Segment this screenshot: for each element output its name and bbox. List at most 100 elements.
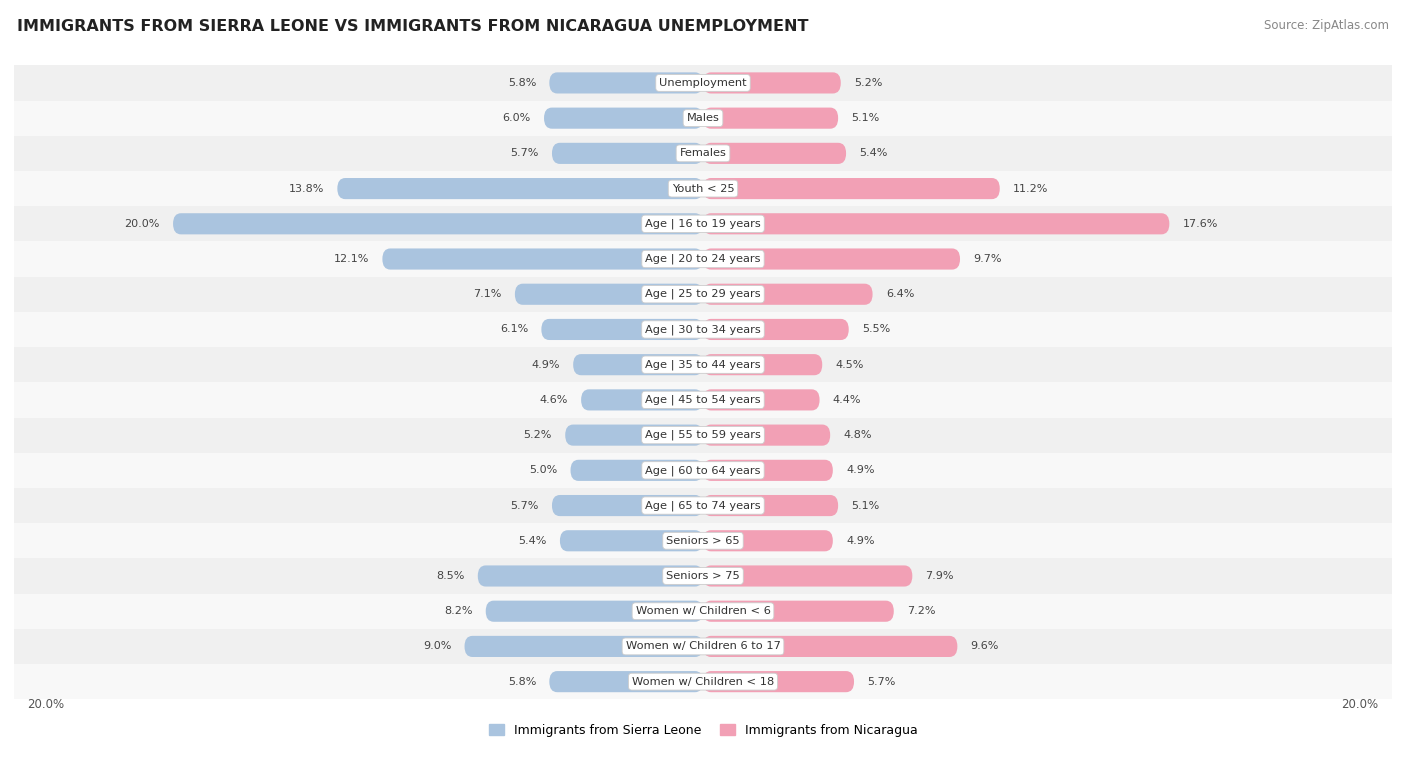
- FancyBboxPatch shape: [703, 671, 853, 692]
- FancyBboxPatch shape: [703, 600, 894, 621]
- FancyBboxPatch shape: [382, 248, 703, 269]
- FancyBboxPatch shape: [703, 143, 846, 164]
- FancyBboxPatch shape: [14, 276, 1392, 312]
- Text: 5.1%: 5.1%: [852, 113, 880, 123]
- FancyBboxPatch shape: [703, 284, 873, 305]
- FancyBboxPatch shape: [464, 636, 703, 657]
- Text: 9.7%: 9.7%: [973, 254, 1002, 264]
- FancyBboxPatch shape: [14, 453, 1392, 488]
- FancyBboxPatch shape: [14, 312, 1392, 347]
- FancyBboxPatch shape: [14, 65, 1392, 101]
- Text: 4.9%: 4.9%: [846, 466, 875, 475]
- FancyBboxPatch shape: [703, 636, 957, 657]
- Text: Age | 20 to 24 years: Age | 20 to 24 years: [645, 254, 761, 264]
- Text: Youth < 25: Youth < 25: [672, 184, 734, 194]
- Text: 6.1%: 6.1%: [501, 325, 529, 335]
- Text: Age | 25 to 29 years: Age | 25 to 29 years: [645, 289, 761, 300]
- Text: 5.7%: 5.7%: [868, 677, 896, 687]
- Text: Age | 35 to 44 years: Age | 35 to 44 years: [645, 360, 761, 370]
- FancyBboxPatch shape: [703, 530, 832, 551]
- Text: 8.5%: 8.5%: [436, 571, 464, 581]
- Text: 20.0%: 20.0%: [1341, 698, 1379, 711]
- FancyBboxPatch shape: [14, 347, 1392, 382]
- FancyBboxPatch shape: [703, 319, 849, 340]
- Text: 5.5%: 5.5%: [862, 325, 890, 335]
- Text: Seniors > 65: Seniors > 65: [666, 536, 740, 546]
- Text: Age | 55 to 59 years: Age | 55 to 59 years: [645, 430, 761, 441]
- FancyBboxPatch shape: [14, 206, 1392, 241]
- Text: 5.4%: 5.4%: [859, 148, 887, 158]
- Text: Women w/ Children < 18: Women w/ Children < 18: [631, 677, 775, 687]
- Text: 4.9%: 4.9%: [531, 360, 560, 369]
- FancyBboxPatch shape: [14, 664, 1392, 699]
- FancyBboxPatch shape: [14, 241, 1392, 276]
- Text: 4.8%: 4.8%: [844, 430, 872, 440]
- Text: 12.1%: 12.1%: [333, 254, 370, 264]
- FancyBboxPatch shape: [14, 523, 1392, 559]
- FancyBboxPatch shape: [703, 425, 830, 446]
- Text: 13.8%: 13.8%: [288, 184, 323, 194]
- Text: 4.5%: 4.5%: [835, 360, 863, 369]
- Text: Unemployment: Unemployment: [659, 78, 747, 88]
- FancyBboxPatch shape: [703, 565, 912, 587]
- Text: 5.2%: 5.2%: [853, 78, 883, 88]
- Text: 7.9%: 7.9%: [925, 571, 955, 581]
- FancyBboxPatch shape: [553, 143, 703, 164]
- FancyBboxPatch shape: [173, 213, 703, 235]
- FancyBboxPatch shape: [703, 459, 832, 481]
- FancyBboxPatch shape: [703, 73, 841, 94]
- Text: Source: ZipAtlas.com: Source: ZipAtlas.com: [1264, 19, 1389, 32]
- Text: 5.4%: 5.4%: [519, 536, 547, 546]
- Text: Age | 30 to 34 years: Age | 30 to 34 years: [645, 324, 761, 335]
- Text: Age | 16 to 19 years: Age | 16 to 19 years: [645, 219, 761, 229]
- Text: Age | 45 to 54 years: Age | 45 to 54 years: [645, 394, 761, 405]
- FancyBboxPatch shape: [703, 389, 820, 410]
- FancyBboxPatch shape: [703, 495, 838, 516]
- Text: 8.2%: 8.2%: [444, 606, 472, 616]
- FancyBboxPatch shape: [14, 136, 1392, 171]
- FancyBboxPatch shape: [581, 389, 703, 410]
- Text: 9.6%: 9.6%: [970, 641, 1000, 652]
- FancyBboxPatch shape: [560, 530, 703, 551]
- Text: 5.8%: 5.8%: [508, 78, 536, 88]
- Text: Females: Females: [679, 148, 727, 158]
- FancyBboxPatch shape: [703, 354, 823, 375]
- Legend: Immigrants from Sierra Leone, Immigrants from Nicaragua: Immigrants from Sierra Leone, Immigrants…: [484, 718, 922, 742]
- Text: 20.0%: 20.0%: [124, 219, 160, 229]
- Text: 6.4%: 6.4%: [886, 289, 914, 299]
- Text: 4.9%: 4.9%: [846, 536, 875, 546]
- FancyBboxPatch shape: [574, 354, 703, 375]
- Text: 5.0%: 5.0%: [529, 466, 557, 475]
- FancyBboxPatch shape: [703, 107, 838, 129]
- Text: Seniors > 75: Seniors > 75: [666, 571, 740, 581]
- Text: Women w/ Children < 6: Women w/ Children < 6: [636, 606, 770, 616]
- Text: Males: Males: [686, 113, 720, 123]
- FancyBboxPatch shape: [550, 73, 703, 94]
- Text: 4.4%: 4.4%: [832, 395, 862, 405]
- Text: Age | 65 to 74 years: Age | 65 to 74 years: [645, 500, 761, 511]
- Text: 6.0%: 6.0%: [502, 113, 531, 123]
- FancyBboxPatch shape: [14, 382, 1392, 418]
- FancyBboxPatch shape: [544, 107, 703, 129]
- FancyBboxPatch shape: [14, 488, 1392, 523]
- FancyBboxPatch shape: [571, 459, 703, 481]
- Text: 5.1%: 5.1%: [852, 500, 880, 510]
- FancyBboxPatch shape: [565, 425, 703, 446]
- FancyBboxPatch shape: [14, 171, 1392, 206]
- Text: 5.2%: 5.2%: [523, 430, 553, 440]
- Text: 4.6%: 4.6%: [540, 395, 568, 405]
- FancyBboxPatch shape: [541, 319, 703, 340]
- Text: Age | 60 to 64 years: Age | 60 to 64 years: [645, 465, 761, 475]
- FancyBboxPatch shape: [14, 418, 1392, 453]
- Text: 7.2%: 7.2%: [907, 606, 935, 616]
- FancyBboxPatch shape: [485, 600, 703, 621]
- FancyBboxPatch shape: [550, 671, 703, 692]
- Text: 9.0%: 9.0%: [423, 641, 451, 652]
- FancyBboxPatch shape: [14, 593, 1392, 629]
- FancyBboxPatch shape: [14, 629, 1392, 664]
- Text: 5.7%: 5.7%: [510, 148, 538, 158]
- FancyBboxPatch shape: [703, 248, 960, 269]
- FancyBboxPatch shape: [478, 565, 703, 587]
- FancyBboxPatch shape: [337, 178, 703, 199]
- Text: 20.0%: 20.0%: [27, 698, 65, 711]
